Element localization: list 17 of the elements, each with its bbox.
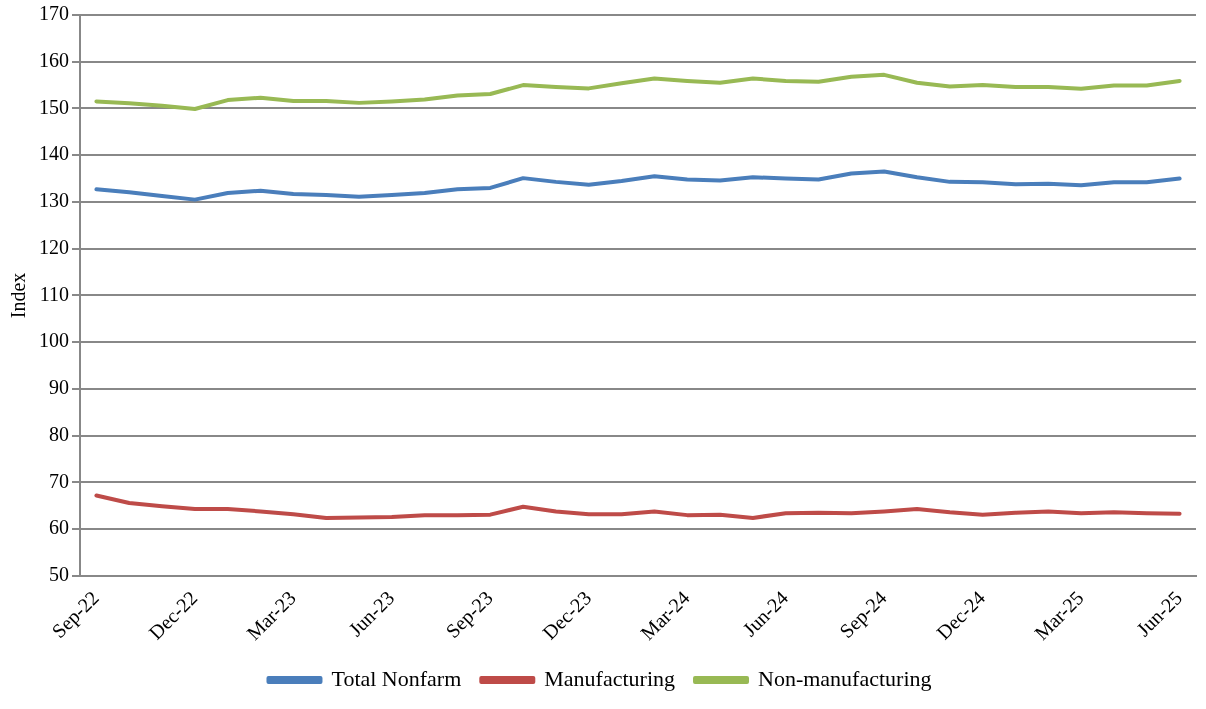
y-tick-label: 100: [39, 329, 69, 352]
legend-label: Total Nonfarm: [331, 665, 462, 691]
y-tick-label: 60: [49, 516, 69, 539]
y-tick-label: 160: [39, 48, 69, 71]
y-tick-label: 110: [39, 282, 69, 305]
y-tick-label: 80: [49, 422, 69, 445]
y-tick-label: 130: [39, 189, 69, 212]
y-tick-label: 120: [39, 235, 69, 258]
y-axis-title: Index: [7, 272, 30, 319]
y-tick-label: 70: [49, 469, 69, 492]
y-tick-label: 90: [49, 376, 69, 399]
legend-label: Manufacturing: [544, 665, 676, 691]
legend-label: Non-manufacturing: [758, 665, 932, 691]
y-tick-label: 150: [39, 95, 69, 118]
y-tick-label: 140: [39, 142, 69, 165]
y-tick-label: 170: [39, 2, 69, 25]
y-tick-label: 50: [49, 563, 69, 586]
